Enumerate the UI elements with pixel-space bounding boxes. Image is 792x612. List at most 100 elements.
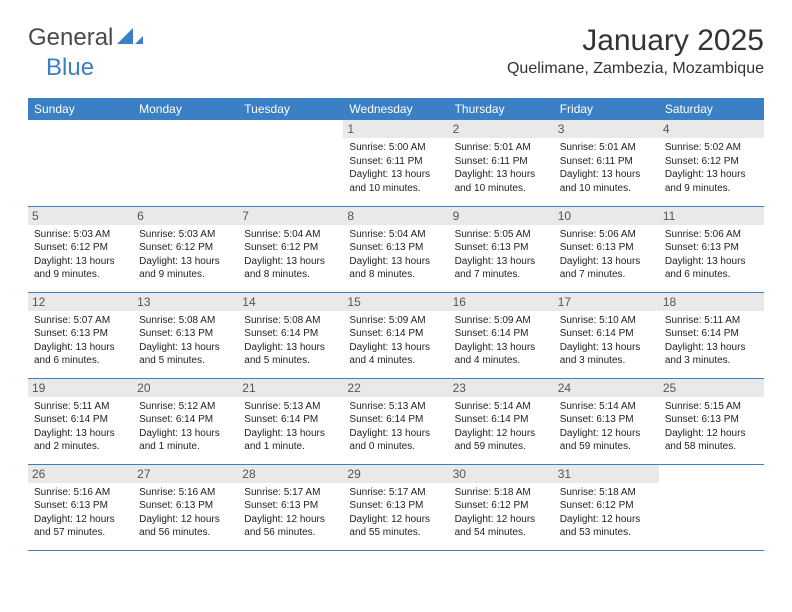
calendar-day-cell: 10Sunrise: 5:06 AMSunset: 6:13 PMDayligh… <box>554 206 659 292</box>
day-sunset: Sunset: 6:12 PM <box>244 241 337 255</box>
day-number: 10 <box>554 207 659 225</box>
calendar-day-cell: 30Sunrise: 5:18 AMSunset: 6:12 PMDayligh… <box>449 464 554 550</box>
day-number: 11 <box>659 207 764 225</box>
day-sunset: Sunset: 6:12 PM <box>560 499 653 513</box>
day-sunset: Sunset: 6:12 PM <box>665 155 758 169</box>
calendar-day-cell: 24Sunrise: 5:14 AMSunset: 6:13 PMDayligh… <box>554 378 659 464</box>
day-daylight1: Daylight: 13 hours <box>244 341 337 355</box>
calendar-day-cell: 31Sunrise: 5:18 AMSunset: 6:12 PMDayligh… <box>554 464 659 550</box>
weekday-header: Thursday <box>449 98 554 120</box>
day-sunset: Sunset: 6:13 PM <box>560 241 653 255</box>
day-daylight2: and 7 minutes. <box>455 268 548 282</box>
day-number: 22 <box>343 379 448 397</box>
day-daylight1: Daylight: 13 hours <box>139 341 232 355</box>
day-sunrise: Sunrise: 5:18 AM <box>455 486 548 500</box>
day-daylight2: and 57 minutes. <box>34 526 127 540</box>
day-sunrise: Sunrise: 5:14 AM <box>455 400 548 414</box>
day-sunrise: Sunrise: 5:12 AM <box>139 400 232 414</box>
day-daylight1: Daylight: 12 hours <box>560 513 653 527</box>
day-number: 18 <box>659 293 764 311</box>
day-sunrise: Sunrise: 5:07 AM <box>34 314 127 328</box>
day-daylight2: and 56 minutes. <box>244 526 337 540</box>
calendar-day-cell: 13Sunrise: 5:08 AMSunset: 6:13 PMDayligh… <box>133 292 238 378</box>
day-sunset: Sunset: 6:12 PM <box>34 241 127 255</box>
day-daylight1: Daylight: 12 hours <box>34 513 127 527</box>
calendar-body: 1Sunrise: 5:00 AMSunset: 6:11 PMDaylight… <box>28 120 764 550</box>
logo-word1: General <box>28 24 113 52</box>
calendar-day-cell: 26Sunrise: 5:16 AMSunset: 6:13 PMDayligh… <box>28 464 133 550</box>
day-daylight2: and 9 minutes. <box>34 268 127 282</box>
day-sunrise: Sunrise: 5:00 AM <box>349 141 442 155</box>
day-sunrise: Sunrise: 5:16 AM <box>34 486 127 500</box>
day-daylight1: Daylight: 13 hours <box>455 168 548 182</box>
calendar-header-row: SundayMondayTuesdayWednesdayThursdayFrid… <box>28 98 764 120</box>
day-sunset: Sunset: 6:13 PM <box>34 327 127 341</box>
day-sunset: Sunset: 6:14 PM <box>349 327 442 341</box>
day-daylight1: Daylight: 12 hours <box>139 513 232 527</box>
day-sunrise: Sunrise: 5:03 AM <box>34 228 127 242</box>
calendar-day-cell: 7 Sunrise: 5:04 AMSunset: 6:12 PMDaylight… <box>238 206 343 292</box>
calendar-day-cell: 18Sunrise: 5:11 AMSunset: 6:14 PMDayligh… <box>659 292 764 378</box>
day-sunrise: Sunrise: 5:06 AM <box>665 228 758 242</box>
day-sunset: Sunset: 6:13 PM <box>665 413 758 427</box>
day-daylight1: Daylight: 13 hours <box>560 255 653 269</box>
day-number: 23 <box>449 379 554 397</box>
day-sunrise: Sunrise: 5:04 AM <box>244 228 337 242</box>
day-daylight1: Daylight: 13 hours <box>34 427 127 441</box>
day-sunset: Sunset: 6:14 PM <box>244 413 337 427</box>
day-sunset: Sunset: 6:14 PM <box>455 327 548 341</box>
day-daylight1: Daylight: 13 hours <box>349 168 442 182</box>
day-number: 7 <box>238 207 343 225</box>
day-number: 4 <box>659 120 764 138</box>
day-daylight1: Daylight: 12 hours <box>455 513 548 527</box>
day-sunset: Sunset: 6:13 PM <box>244 499 337 513</box>
day-daylight1: Daylight: 13 hours <box>139 427 232 441</box>
calendar-day-cell <box>659 464 764 550</box>
day-sunset: Sunset: 6:13 PM <box>139 499 232 513</box>
day-number: 29 <box>343 465 448 483</box>
day-daylight2: and 6 minutes. <box>665 268 758 282</box>
day-daylight1: Daylight: 13 hours <box>455 255 548 269</box>
calendar-week-row: 12Sunrise: 5:07 AMSunset: 6:13 PMDayligh… <box>28 292 764 378</box>
calendar-week-row: 5Sunrise: 5:03 AMSunset: 6:12 PMDaylight… <box>28 206 764 292</box>
day-daylight2: and 5 minutes. <box>139 354 232 368</box>
day-number: 20 <box>133 379 238 397</box>
day-sunset: Sunset: 6:13 PM <box>139 327 232 341</box>
day-daylight2: and 8 minutes. <box>244 268 337 282</box>
calendar-day-cell: 16Sunrise: 5:09 AMSunset: 6:14 PMDayligh… <box>449 292 554 378</box>
day-daylight2: and 55 minutes. <box>349 526 442 540</box>
day-number: 31 <box>554 465 659 483</box>
calendar-day-cell: 27Sunrise: 5:16 AMSunset: 6:13 PMDayligh… <box>133 464 238 550</box>
calendar-day-cell: 5Sunrise: 5:03 AMSunset: 6:12 PMDaylight… <box>28 206 133 292</box>
day-number: 8 <box>343 207 448 225</box>
calendar-day-cell: 1Sunrise: 5:00 AMSunset: 6:11 PMDaylight… <box>343 120 448 206</box>
day-daylight2: and 0 minutes. <box>349 440 442 454</box>
day-sunset: Sunset: 6:13 PM <box>34 499 127 513</box>
calendar-day-cell: 23Sunrise: 5:14 AMSunset: 6:14 PMDayligh… <box>449 378 554 464</box>
day-sunrise: Sunrise: 5:16 AM <box>139 486 232 500</box>
day-number: 14 <box>238 293 343 311</box>
day-sunrise: Sunrise: 5:08 AM <box>139 314 232 328</box>
logo: General <box>28 24 147 52</box>
day-daylight2: and 56 minutes. <box>139 526 232 540</box>
day-daylight2: and 9 minutes. <box>139 268 232 282</box>
logo-word2: Blue <box>46 54 94 82</box>
day-sunrise: Sunrise: 5:11 AM <box>665 314 758 328</box>
day-sunset: Sunset: 6:12 PM <box>455 499 548 513</box>
day-daylight2: and 7 minutes. <box>560 268 653 282</box>
day-number: 9 <box>449 207 554 225</box>
day-sunset: Sunset: 6:14 PM <box>560 327 653 341</box>
day-number: 25 <box>659 379 764 397</box>
day-number: 21 <box>238 379 343 397</box>
day-sunset: Sunset: 6:13 PM <box>560 413 653 427</box>
day-number: 19 <box>28 379 133 397</box>
day-sunrise: Sunrise: 5:09 AM <box>455 314 548 328</box>
day-sunrise: Sunrise: 5:01 AM <box>560 141 653 155</box>
day-number: 6 <box>133 207 238 225</box>
day-sunrise: Sunrise: 5:05 AM <box>455 228 548 242</box>
day-daylight1: Daylight: 13 hours <box>665 168 758 182</box>
day-daylight2: and 58 minutes. <box>665 440 758 454</box>
day-sunrise: Sunrise: 5:03 AM <box>139 228 232 242</box>
day-daylight1: Daylight: 13 hours <box>244 255 337 269</box>
day-daylight1: Daylight: 13 hours <box>34 341 127 355</box>
